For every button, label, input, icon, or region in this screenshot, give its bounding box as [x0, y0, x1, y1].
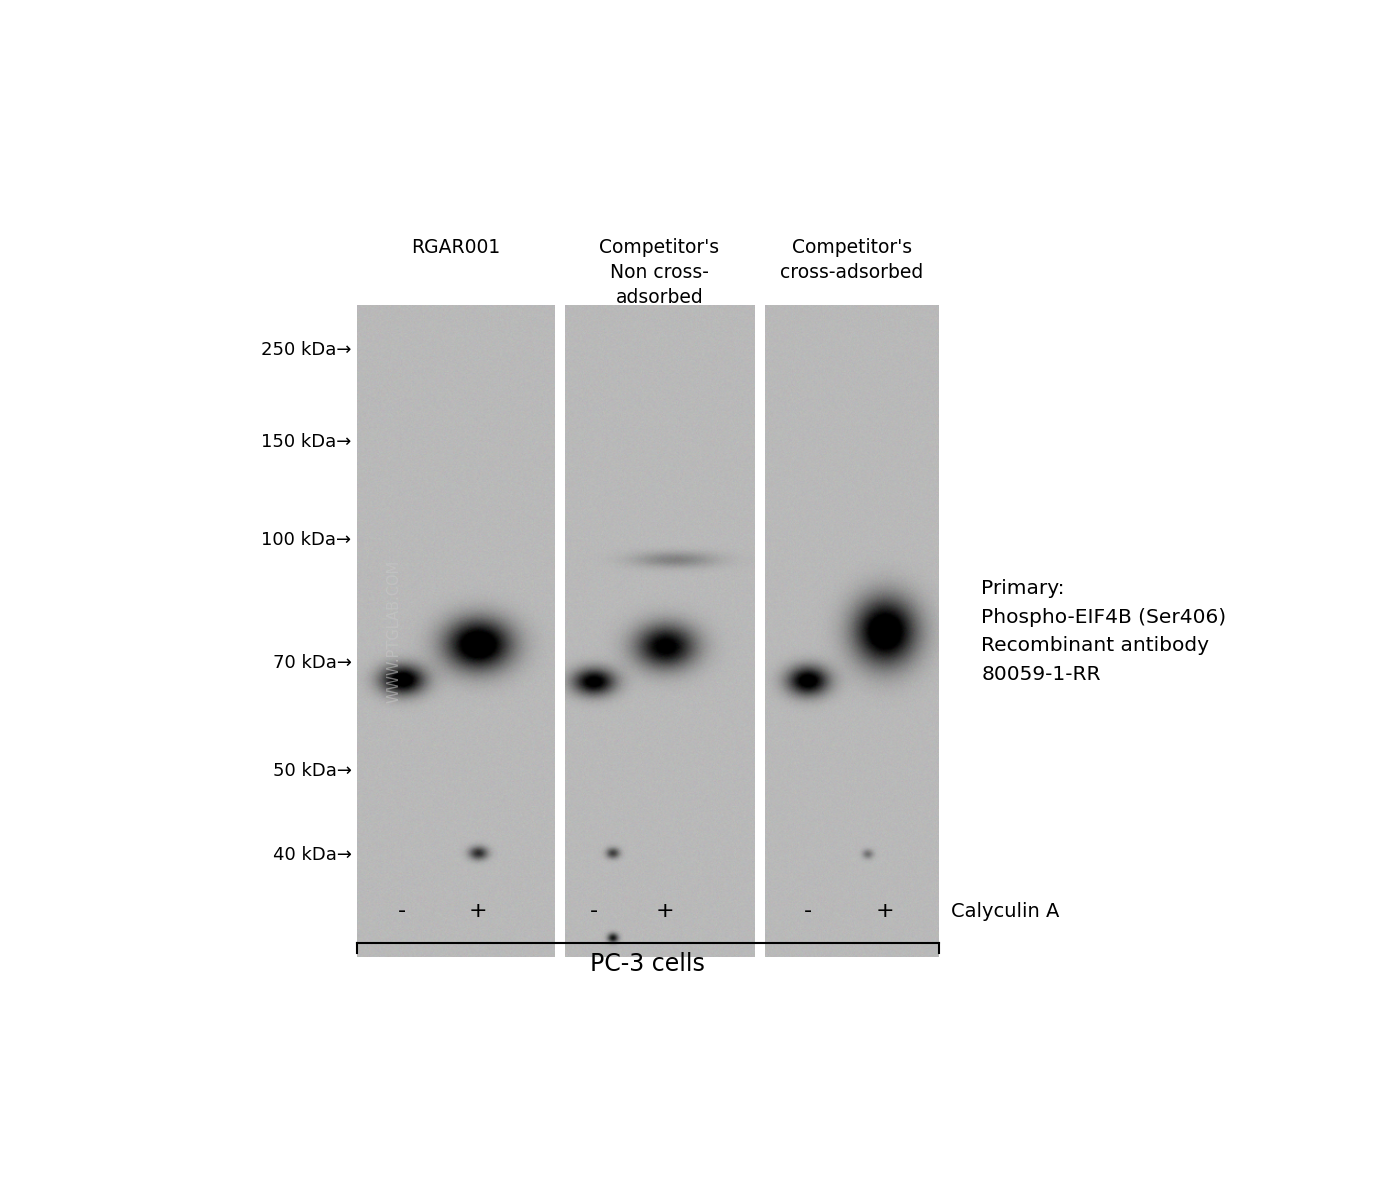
Text: 50 kDa→: 50 kDa→ [272, 762, 351, 780]
Text: Calyculin A: Calyculin A [951, 902, 1060, 922]
Text: 70 kDa→: 70 kDa→ [272, 654, 351, 672]
Text: WWW.PTGLAB.COM: WWW.PTGLAB.COM [387, 560, 402, 703]
Text: 40 kDa→: 40 kDa→ [272, 846, 351, 864]
Text: RGAR001: RGAR001 [410, 239, 500, 257]
Text: 250 kDa→: 250 kDa→ [261, 341, 351, 359]
Text: +: + [656, 901, 674, 922]
Text: Competitor's
cross-adsorbed: Competitor's cross-adsorbed [781, 239, 923, 282]
Text: Competitor's
Non cross-
adsorbed: Competitor's Non cross- adsorbed [600, 239, 720, 307]
Text: Primary:
Phospho-EIF4B (Ser406)
Recombinant antibody
80059-1-RR: Primary: Phospho-EIF4B (Ser406) Recombin… [981, 578, 1226, 684]
Text: 100 kDa→: 100 kDa→ [261, 532, 351, 550]
Text: +: + [468, 901, 488, 922]
Text: -: - [398, 901, 406, 922]
Text: +: + [876, 901, 894, 922]
Text: -: - [590, 901, 598, 922]
Text: -: - [804, 901, 813, 922]
Text: PC-3 cells: PC-3 cells [590, 952, 705, 976]
Text: 150 kDa→: 150 kDa→ [261, 433, 351, 451]
